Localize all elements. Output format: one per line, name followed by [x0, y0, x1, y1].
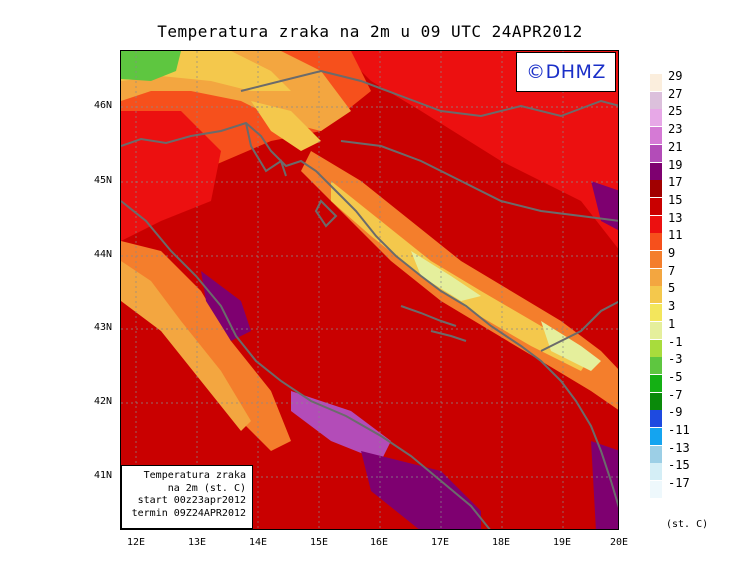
sea-hot-spot-2: [291, 391, 391, 461]
info-line-start: start 00z23apr2012: [137, 495, 246, 506]
legend-label: -15: [668, 458, 690, 473]
legend-swatch: [650, 481, 662, 499]
map-grid: [121, 51, 618, 529]
x-tick-label: 19E: [553, 537, 572, 548]
legend-swatch: [650, 463, 662, 481]
y-tick-label: 41N: [93, 470, 112, 481]
coastlines: [121, 69, 618, 529]
legend-label: -1: [668, 334, 683, 349]
x-tick-label: 16E: [370, 537, 389, 548]
legend-label: 23: [668, 122, 683, 137]
inland-hot-spot: [591, 181, 618, 230]
map-title: Temperatura zraka na 2m u 09 UTC 24APR20…: [157, 22, 583, 41]
legend-swatch: [650, 428, 662, 445]
legend-swatch: [650, 286, 662, 304]
y-tick-label: 44N: [93, 249, 112, 260]
legend-label: -5: [668, 369, 683, 384]
legend-label: 7: [668, 263, 676, 278]
legend-label: 29: [668, 69, 683, 83]
dinaric-ridge: [331, 181, 591, 371]
legend-label: 11: [668, 228, 683, 243]
legend-swatch: [650, 410, 662, 428]
legend-swatch: [650, 109, 662, 127]
y-tick-label: 46N: [93, 100, 112, 111]
info-box: Temperatura zraka na 2m (st. C) start 00…: [121, 465, 253, 529]
info-line-valid: termin 09Z24APR2012: [131, 507, 246, 519]
temperature-field: [121, 51, 618, 529]
x-tick-label: 13E: [188, 537, 207, 548]
albania-hot-spot: [591, 441, 618, 529]
sea-hot-spot-1: [201, 271, 251, 341]
y-tick-label: 42N: [93, 396, 112, 407]
legend-swatch: [650, 74, 662, 91]
legend-label: -11: [668, 423, 690, 437]
legend-unit: (st. C): [666, 519, 709, 530]
legend-label: -3: [668, 352, 683, 367]
legend-swatch: [650, 392, 662, 410]
dinaric-peak: [411, 251, 481, 301]
legend-label: 25: [668, 104, 683, 119]
istria-highland: [251, 101, 321, 151]
alps-cold-spot: [121, 51, 181, 81]
legend-label: 9: [668, 246, 676, 260]
legend-swatch: [650, 445, 662, 463]
legend-swatch: [650, 127, 662, 145]
legend-swatch: [650, 268, 662, 286]
apennine-band: [121, 241, 291, 451]
legend-swatch: [650, 321, 662, 339]
x-tick-label: 15E: [310, 537, 329, 548]
legend-swatch: [650, 304, 662, 322]
apennine-ridge: [121, 261, 251, 431]
legend-label: 1: [668, 316, 676, 331]
legend-swatch: [650, 339, 662, 357]
info-line-parameter: Temperatura zraka: [143, 470, 246, 481]
x-tick-label: 12E: [127, 537, 146, 548]
legend-swatch: [650, 144, 662, 162]
legend-swatch: [650, 233, 662, 251]
legend-swatch: [650, 180, 662, 198]
sea-hot-spot-3: [361, 451, 481, 529]
legend-label: -9: [668, 405, 683, 420]
y-tick-label: 43N: [93, 322, 112, 333]
x-tick-label: 20E: [610, 537, 629, 548]
legend-swatch: [650, 197, 662, 215]
temperature-map: [120, 50, 619, 530]
legend-label: 17: [668, 175, 683, 190]
po-valley-region: [121, 111, 221, 241]
dhmz-badge: ©DHMZ: [516, 52, 616, 92]
legend-label: -17: [668, 476, 690, 491]
montenegro-peak: [541, 321, 601, 371]
legend-label: 5: [668, 281, 676, 296]
legend-swatch: [650, 215, 662, 233]
legend-swatch: [650, 162, 662, 180]
legend-label: 19: [668, 157, 683, 172]
legend-swatch: [650, 357, 662, 375]
x-tick-label: 17E: [431, 537, 450, 548]
legend-swatch: [650, 374, 662, 392]
legend-swatch: [650, 91, 662, 109]
legend-label: -7: [668, 387, 683, 402]
legend-label: -13: [668, 440, 690, 455]
x-tick-label: 18E: [492, 537, 511, 548]
info-line-unit: na 2m (st. C): [167, 482, 246, 494]
legend-label: 27: [668, 86, 683, 101]
y-tick-label: 45N: [93, 175, 112, 186]
legend-label: 21: [668, 139, 683, 154]
x-tick-label: 14E: [249, 537, 268, 548]
legend-label: 15: [668, 192, 683, 207]
legend-swatch: [650, 251, 662, 268]
legend-label: 3: [668, 299, 676, 314]
legend-label: 13: [668, 210, 683, 225]
